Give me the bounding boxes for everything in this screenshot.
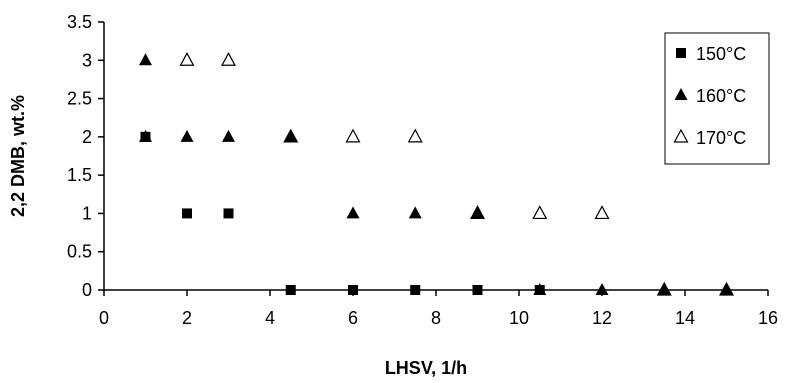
x-axis-title: LHSV, 1/h — [385, 358, 467, 378]
legend: 150°C 160°C 170°C — [664, 32, 770, 165]
data-point-170c — [179, 52, 195, 66]
data-point-160c — [720, 283, 733, 295]
legend-marker — [674, 88, 688, 100]
y-tick-label: 0.5 — [67, 242, 92, 262]
data-point-160c — [222, 129, 235, 142]
data-points — [139, 52, 735, 296]
legend-marker — [676, 48, 686, 58]
x-tick-label: 16 — [758, 308, 778, 328]
data-point-160c — [595, 283, 609, 295]
legend-marker — [673, 128, 689, 143]
x-tick-label: 14 — [675, 308, 695, 328]
legend-label: 150°C — [696, 44, 746, 64]
data-point-150c — [285, 285, 296, 295]
legend-label: 160°C — [696, 86, 746, 106]
data-point-150c — [223, 208, 234, 219]
y-tick-label: 0 — [82, 280, 92, 300]
x-tick-label: 8 — [431, 308, 441, 328]
data-point-170c — [532, 205, 548, 220]
data-point-160c — [471, 206, 484, 219]
x-tick-label: 12 — [592, 308, 612, 328]
legend-label: 170°C — [696, 128, 746, 148]
data-point-160c — [284, 129, 298, 142]
y-axis-title: 2,2 DMB, wt.% — [8, 95, 28, 217]
data-point-160c — [346, 206, 360, 219]
data-point-150c — [534, 285, 545, 295]
data-point-160c — [657, 283, 671, 295]
y-tick-label: 2.5 — [67, 89, 92, 109]
data-point-150c — [348, 285, 358, 295]
y-tick-label: 3.5 — [67, 12, 92, 32]
x-tick-label: 6 — [348, 308, 358, 328]
data-point-160c — [139, 53, 152, 66]
data-point-170c — [220, 52, 237, 66]
data-point-160c — [408, 206, 422, 219]
data-point-160c — [180, 129, 194, 142]
x-tick-label: 10 — [509, 308, 529, 328]
data-point-170c — [345, 128, 361, 143]
data-point-170c — [407, 128, 423, 143]
data-point-150c — [182, 208, 192, 219]
data-point-170c — [594, 205, 610, 220]
data-point-150c — [472, 285, 483, 295]
x-tick-label: 2 — [182, 308, 192, 328]
y-axis-title-group: 2,2 DMB, wt.% — [8, 95, 28, 217]
data-point-150c — [140, 131, 151, 142]
y-tick-label: 2 — [82, 127, 92, 147]
data-point-150c — [410, 285, 421, 295]
y-tick-label: 1 — [82, 203, 92, 223]
y-tick-label: 1.5 — [67, 165, 92, 185]
x-tick-label: 4 — [265, 308, 275, 328]
y-tick-label: 3 — [82, 50, 92, 70]
x-tick-label: 0 — [99, 308, 109, 328]
